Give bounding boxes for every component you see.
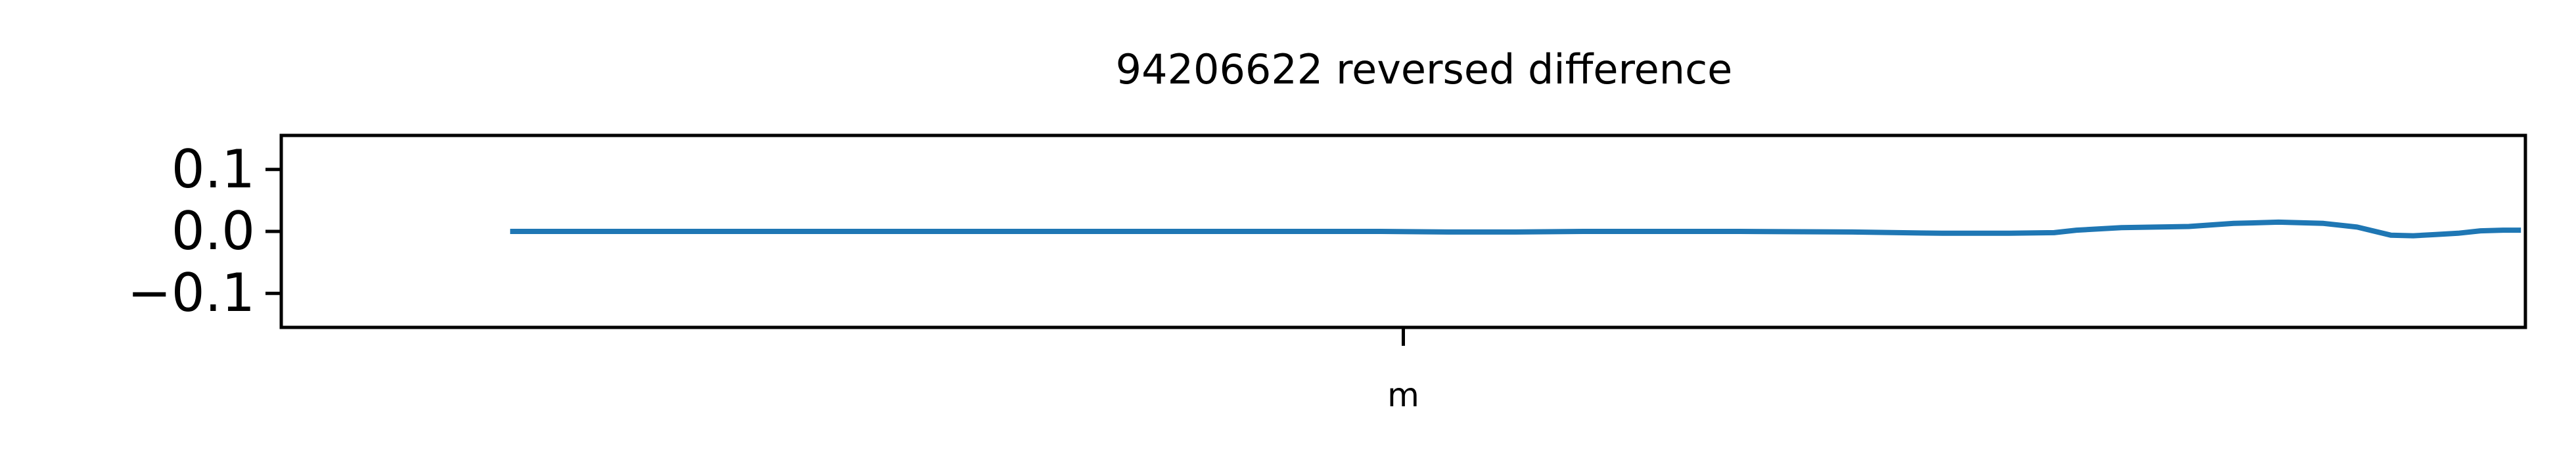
x-tick-label-0: m (1387, 376, 1419, 414)
y-tick-label-0: 0.1 (172, 139, 255, 200)
chart-title: 94206622 reversed difference (1116, 45, 1733, 93)
series-line-0 (510, 219, 2521, 239)
plot-area: 0.10.0−0.1 m (127, 133, 2527, 414)
y-tick-label-2: −0.1 (127, 262, 255, 323)
y-tick-label-1: 0.0 (172, 201, 255, 262)
